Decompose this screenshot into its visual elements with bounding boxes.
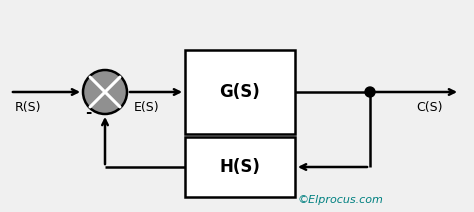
Text: C(S): C(S) (417, 100, 443, 113)
Text: ©Elprocus.com: ©Elprocus.com (297, 195, 383, 205)
Text: H(S): H(S) (219, 158, 260, 176)
Text: G(S): G(S) (219, 83, 260, 101)
Circle shape (365, 87, 375, 97)
Text: R(S): R(S) (15, 100, 41, 113)
Text: -: - (85, 105, 91, 120)
Text: E(S): E(S) (134, 100, 160, 113)
FancyBboxPatch shape (185, 137, 295, 197)
Circle shape (83, 70, 127, 114)
FancyBboxPatch shape (185, 50, 295, 134)
